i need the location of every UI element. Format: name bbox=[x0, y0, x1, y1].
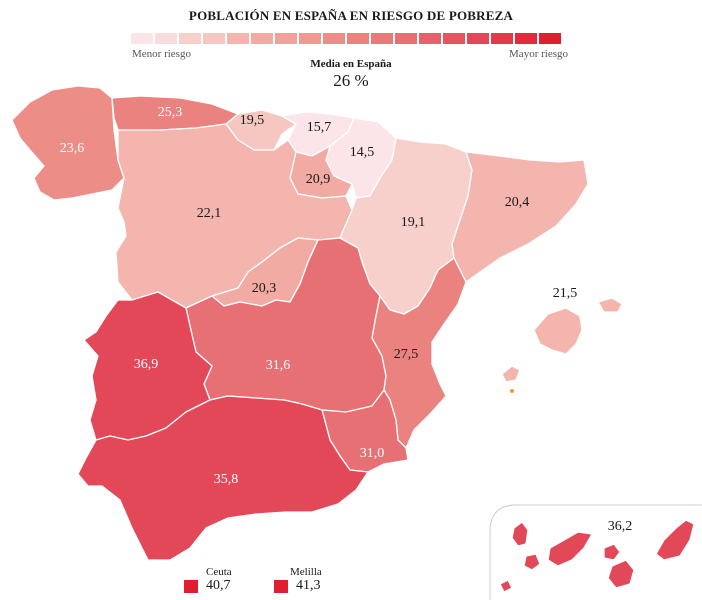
legend-swatch-17 bbox=[515, 33, 537, 44]
ceuta-value: 40,7 bbox=[206, 578, 231, 593]
region-andalucia[interactable] bbox=[77, 395, 369, 561]
average-label: Media en España bbox=[310, 58, 392, 70]
legend-swatch-1 bbox=[131, 33, 153, 44]
label-galicia: 23,6 bbox=[60, 141, 85, 156]
region-canarias[interactable] bbox=[499, 519, 695, 593]
ceuta-swatch bbox=[184, 580, 198, 593]
region-cataluna[interactable] bbox=[451, 151, 589, 283]
label-asturias: 25,3 bbox=[158, 105, 183, 120]
melilla-swatch bbox=[274, 580, 288, 593]
legend-swatch-18 bbox=[539, 33, 561, 44]
legend-swatch-6 bbox=[251, 33, 273, 44]
legend-swatch-10 bbox=[347, 33, 369, 44]
average-value: 26 % bbox=[333, 71, 369, 90]
legend-swatch-3 bbox=[179, 33, 201, 44]
label-madrid: 20,3 bbox=[252, 281, 277, 296]
formentera-dot bbox=[510, 389, 514, 393]
label-castilla-la-mancha: 31,6 bbox=[266, 358, 291, 373]
legend-swatch-15 bbox=[467, 33, 489, 44]
melilla-value: 41,3 bbox=[296, 578, 321, 593]
ceuta-label: Ceuta bbox=[206, 566, 232, 578]
label-comunidad-valenciana: 27,5 bbox=[394, 347, 419, 362]
label-pais-vasco: 15,7 bbox=[307, 120, 332, 135]
canarias-inset-frame bbox=[489, 504, 702, 600]
region-galicia[interactable] bbox=[11, 85, 125, 201]
label-andalucia: 35,8 bbox=[214, 472, 239, 487]
region-baleares[interactable] bbox=[501, 297, 623, 383]
legend-swatch-14 bbox=[443, 33, 465, 44]
label-castilla-y-leon: 22,1 bbox=[197, 206, 222, 221]
label-aragon: 19,1 bbox=[401, 215, 426, 230]
chart-title: POBLACIÓN EN ESPAÑA EN RIESGO DE POBREZA bbox=[188, 8, 514, 23]
label-murcia: 31,0 bbox=[360, 446, 385, 461]
legend-swatch-2 bbox=[155, 33, 177, 44]
label-cantabria: 19,5 bbox=[240, 113, 265, 128]
label-baleares: 21,5 bbox=[553, 286, 578, 301]
legend-swatch-5 bbox=[227, 33, 249, 44]
legend-max-label: Mayor riesgo bbox=[509, 48, 568, 60]
melilla-label: Melilla bbox=[290, 566, 322, 578]
legend-swatch-7 bbox=[275, 33, 297, 44]
legend-min-label: Menor riesgo bbox=[132, 48, 191, 60]
legend-swatch-11 bbox=[371, 33, 393, 44]
legend-swatch-4 bbox=[203, 33, 225, 44]
legend-swatch-16 bbox=[491, 33, 513, 44]
label-cataluna: 20,4 bbox=[505, 195, 530, 210]
legend-swatch-8 bbox=[299, 33, 321, 44]
label-navarra: 14,5 bbox=[350, 145, 375, 160]
label-canarias: 36,2 bbox=[608, 519, 633, 534]
color-legend bbox=[131, 33, 561, 44]
legend-swatch-12 bbox=[395, 33, 417, 44]
legend-swatch-13 bbox=[419, 33, 441, 44]
label-extremadura: 36,9 bbox=[134, 357, 159, 372]
label-la-rioja: 20,9 bbox=[306, 172, 331, 187]
legend-swatch-9 bbox=[323, 33, 345, 44]
